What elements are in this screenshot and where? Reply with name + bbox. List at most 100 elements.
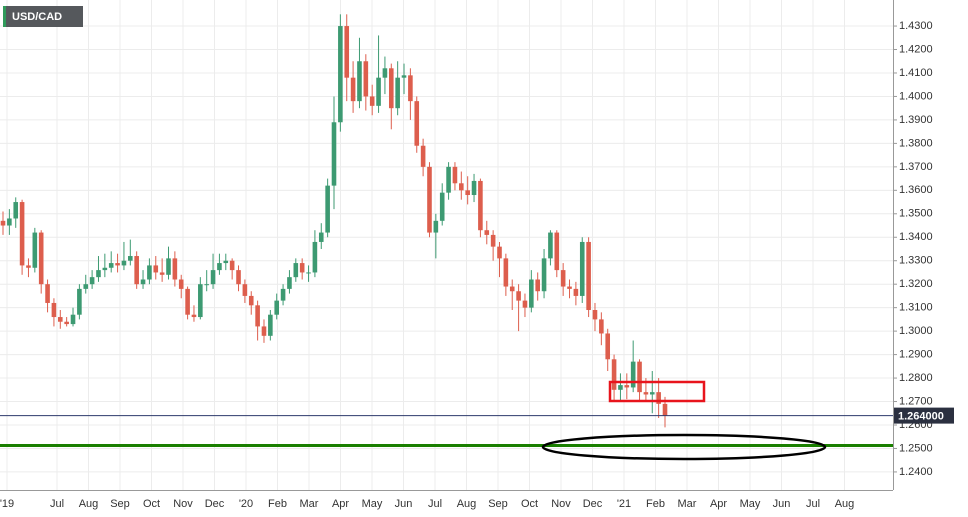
candle-body xyxy=(516,291,521,301)
candle-body xyxy=(522,300,528,308)
candle-body xyxy=(484,230,490,235)
candle-body xyxy=(115,263,120,266)
candle-body xyxy=(217,263,222,271)
candle-body xyxy=(554,232,560,271)
candle-body xyxy=(223,260,229,264)
x-tick-label: Nov xyxy=(173,498,193,510)
candle-body xyxy=(191,314,197,318)
candle-body xyxy=(242,284,248,296)
x-tick-label: Feb xyxy=(646,498,665,510)
x-tick-label: May xyxy=(740,498,761,510)
candle-body xyxy=(140,279,146,285)
y-tick-label: 1.2800 xyxy=(899,372,933,384)
candle-body xyxy=(420,145,426,167)
candle-body xyxy=(439,192,445,221)
y-tick-label: 1.3600 xyxy=(899,184,933,196)
candle-body xyxy=(51,302,57,318)
candle-body xyxy=(255,305,260,327)
candle-body xyxy=(38,232,44,285)
candle-body xyxy=(274,300,280,315)
candle-body xyxy=(299,263,305,273)
y-tick-label: 1.2400 xyxy=(899,466,933,478)
candle-body xyxy=(229,260,235,271)
y-tick-label: 1.3100 xyxy=(899,302,933,314)
y-tick-label: 1.3900 xyxy=(899,114,933,126)
y-tick-label: 1.3000 xyxy=(899,325,933,337)
grid: 1.24001.25001.26001.27001.28001.29001.30… xyxy=(0,0,933,510)
x-tick-label: Jul xyxy=(806,498,820,510)
candle-body xyxy=(178,279,184,289)
candle-body xyxy=(128,256,133,261)
x-tick-label: '20 xyxy=(239,498,253,510)
candle-body xyxy=(287,277,292,289)
x-tick-label: Sep xyxy=(110,498,130,510)
candle-body xyxy=(159,272,165,275)
candle-body xyxy=(369,96,375,106)
candle-body xyxy=(134,256,139,285)
candle-body xyxy=(573,288,579,296)
x-tick-label: Aug xyxy=(79,498,99,510)
candle-body xyxy=(19,202,25,266)
candle-body xyxy=(465,190,470,196)
candle-body xyxy=(293,263,299,278)
candle-body xyxy=(605,333,611,360)
candle-body xyxy=(306,272,311,274)
y-tick-label: 1.2500 xyxy=(899,442,933,454)
candle-body xyxy=(548,232,553,259)
candle-body xyxy=(618,385,623,390)
candle-body xyxy=(172,258,178,280)
x-tick-label: Mar xyxy=(300,498,319,510)
x-tick-label: '19 xyxy=(0,498,14,510)
y-tick-label: 1.4100 xyxy=(899,67,933,79)
x-tick-label: Jul xyxy=(428,498,442,510)
candle-body xyxy=(96,270,101,278)
candle-body xyxy=(446,166,451,193)
y-tick-label: 1.3700 xyxy=(899,161,933,173)
candle-body xyxy=(433,220,439,233)
candle-body xyxy=(45,284,50,303)
candle-body xyxy=(0,220,6,226)
x-tick-label: Apr xyxy=(332,498,349,510)
candle-body xyxy=(471,180,477,196)
candle-body xyxy=(478,180,483,231)
candle-body xyxy=(599,319,604,334)
symbol-label: USD/CAD xyxy=(12,11,62,23)
x-tick-label: Dec xyxy=(205,498,225,510)
candle-body xyxy=(121,260,127,266)
candle-body xyxy=(26,265,31,268)
candle-body xyxy=(261,326,267,336)
candle-body xyxy=(649,392,655,395)
x-tick-label: Aug xyxy=(835,498,855,510)
x-tick-label: Dec xyxy=(583,498,603,510)
candle-body xyxy=(376,77,381,106)
candle-body xyxy=(331,122,337,186)
candle-body xyxy=(662,403,668,416)
candle-body xyxy=(185,288,190,315)
candle-body xyxy=(108,263,114,268)
x-tick-label: '21 xyxy=(617,498,631,510)
candle-body xyxy=(64,321,69,325)
candle-body xyxy=(401,75,407,78)
candle-body xyxy=(77,288,82,315)
candle-body xyxy=(611,359,617,390)
x-tick-label: Nov xyxy=(551,498,571,510)
candle-body xyxy=(325,185,330,233)
candle-body xyxy=(643,392,649,395)
candle-body xyxy=(414,101,420,146)
candle-body xyxy=(153,265,159,273)
candle-body xyxy=(204,284,209,286)
candle-body xyxy=(338,26,343,123)
candle-body xyxy=(357,61,362,102)
highlight-ellipse xyxy=(541,433,827,461)
y-tick-label: 1.3500 xyxy=(899,208,933,220)
x-tick-label: Apr xyxy=(710,498,727,510)
candle-body xyxy=(318,232,324,242)
y-tick-label: 1.4300 xyxy=(899,20,933,32)
y-tick-label: 1.4000 xyxy=(899,90,933,102)
candle-body xyxy=(13,202,19,219)
candle-body xyxy=(579,241,585,296)
candle-body xyxy=(89,277,95,285)
candle-body xyxy=(567,286,572,289)
